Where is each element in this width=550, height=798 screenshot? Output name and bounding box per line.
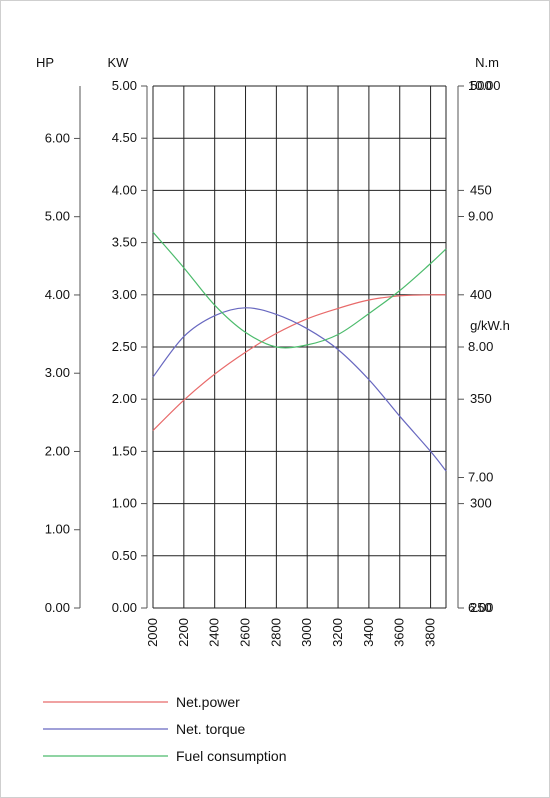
legend-label-0: Net.power bbox=[176, 694, 240, 710]
x-tick-label: 2600 bbox=[238, 618, 253, 647]
legend-label-2: Fuel consumption bbox=[176, 748, 287, 764]
fuel-tick-label: 350 bbox=[470, 391, 492, 406]
kw-tick-label: 2.50 bbox=[112, 339, 137, 354]
fuel-tick-label: 300 bbox=[470, 496, 492, 511]
x-tick-label: 2000 bbox=[145, 618, 160, 647]
torque-tick-label: 6.00 bbox=[468, 600, 493, 615]
hp-tick-label: 6.00 bbox=[45, 130, 70, 145]
hp-tick-label: 2.00 bbox=[45, 443, 70, 458]
fuel-tick-label: 500 bbox=[470, 78, 492, 93]
axes bbox=[74, 85, 464, 609]
series-line-0 bbox=[152, 294, 447, 431]
kw-tick-label: 0.00 bbox=[112, 600, 137, 615]
kw-tick-label: 1.50 bbox=[112, 443, 137, 458]
series-lines bbox=[152, 231, 447, 472]
hp-tick-label: 3.00 bbox=[45, 365, 70, 380]
kw-tick-label: 4.00 bbox=[112, 182, 137, 197]
hp-tick-label: 0.00 bbox=[45, 600, 70, 615]
x-tick-label: 3800 bbox=[423, 618, 438, 647]
legend: Net.power Net. torque Fuel consumption bbox=[43, 694, 287, 764]
x-tick-label: 2400 bbox=[207, 618, 222, 647]
hp-tick-label: 5.00 bbox=[45, 209, 70, 224]
x-tick-label: 3200 bbox=[330, 618, 345, 647]
fuel-axis-label: g/kW.h bbox=[470, 318, 510, 333]
fuel-tick-label: 450 bbox=[470, 182, 492, 197]
x-tick-label: 3000 bbox=[299, 618, 314, 647]
kw-axis-label: KW bbox=[108, 55, 130, 70]
torque-axis-label: N.m bbox=[475, 55, 499, 70]
hp-tick-label: 4.00 bbox=[45, 287, 70, 302]
series-line-1 bbox=[152, 307, 447, 472]
torque-tick-label: 7.00 bbox=[468, 470, 493, 485]
grid bbox=[152, 85, 447, 609]
torque-tick-label: 10.00 bbox=[468, 78, 501, 93]
x-tick-label: 3400 bbox=[361, 618, 376, 647]
x-tick-label: 3600 bbox=[392, 618, 407, 647]
legend-label-1: Net. torque bbox=[176, 721, 245, 737]
tick-labels: 0.00 1.00 2.00 3.00 4.00 5.00 6.00 0.00 0.50 1.00… bbox=[45, 78, 501, 647]
torque-tick-label: 8.00 bbox=[468, 339, 493, 354]
fuel-tick-label: 400 bbox=[470, 287, 492, 302]
hp-tick-label: 1.00 bbox=[45, 522, 70, 537]
x-tick-label: 2200 bbox=[176, 618, 191, 647]
hp-axis-label: HP bbox=[36, 55, 54, 70]
kw-tick-label: 2.00 bbox=[112, 391, 137, 406]
series-line-2 bbox=[152, 231, 447, 349]
fuel-tick-label: 250 bbox=[470, 600, 492, 615]
kw-tick-label: 3.00 bbox=[112, 287, 137, 302]
x-tick-label: 2800 bbox=[268, 618, 283, 647]
kw-tick-label: 0.50 bbox=[112, 548, 137, 563]
torque-tick-label: 9.00 bbox=[468, 209, 493, 224]
kw-tick-label: 5.00 bbox=[112, 78, 137, 93]
kw-tick-label: 3.50 bbox=[112, 235, 137, 250]
kw-tick-label: 4.50 bbox=[112, 130, 137, 145]
kw-tick-label: 1.00 bbox=[112, 496, 137, 511]
